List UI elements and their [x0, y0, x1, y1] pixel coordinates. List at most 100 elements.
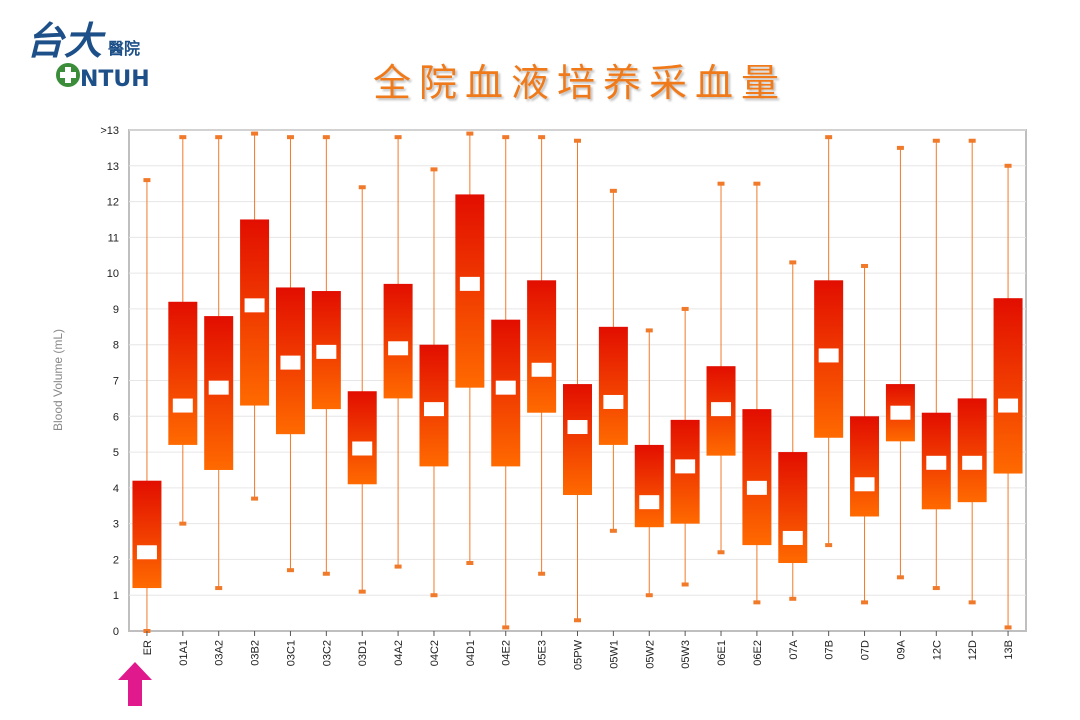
x-tick-label: 07D — [860, 640, 872, 660]
median-marker — [639, 495, 660, 510]
iqr-box — [455, 194, 485, 388]
iqr-box — [383, 283, 413, 399]
box-07b — [814, 135, 844, 548]
y-tick-label: 6 — [113, 411, 119, 423]
x-tick-label: 13B — [1003, 640, 1015, 660]
median-marker — [495, 380, 516, 395]
box-05w2 — [634, 328, 664, 598]
median-marker — [172, 398, 193, 413]
max-marker — [574, 138, 581, 143]
arrow-up-shape — [118, 662, 152, 706]
box-05e3 — [527, 135, 557, 576]
x-tick-label: 04C2 — [429, 640, 441, 666]
x-tick-label: 12C — [931, 640, 943, 660]
ntuh-logo-icon: 台大 醫院 NTUH — [26, 18, 150, 92]
x-tick-label: 05W3 — [680, 640, 692, 669]
box-03b2 — [240, 131, 270, 501]
median-marker — [423, 402, 444, 417]
box-01a1 — [168, 135, 198, 526]
max-marker — [645, 328, 653, 333]
min-marker — [358, 589, 366, 594]
iqr-box — [993, 298, 1023, 474]
y-tick-label: 9 — [113, 304, 119, 316]
logo-ntuh-text: NTUH — [80, 67, 150, 92]
min-marker — [645, 593, 653, 598]
min-marker — [215, 586, 223, 591]
max-marker — [825, 135, 833, 140]
median-marker — [926, 455, 947, 470]
box-04c2 — [419, 167, 449, 598]
iqr-box — [742, 409, 772, 546]
max-marker — [896, 145, 904, 150]
min-marker — [394, 564, 402, 569]
x-tick-label: 07B — [824, 640, 836, 660]
iqr-box — [850, 416, 880, 517]
x-tick-label: 04E2 — [501, 640, 513, 666]
box-12d — [957, 138, 987, 605]
min-marker — [538, 571, 546, 576]
min-marker — [286, 568, 294, 573]
logo-cjk-text: 台大 — [26, 18, 106, 63]
y-tick-label: 5 — [113, 447, 119, 459]
x-tick-label: 06E1 — [716, 640, 728, 666]
min-marker — [466, 561, 474, 566]
box-12c — [921, 138, 951, 591]
min-marker — [968, 600, 976, 605]
min-marker — [574, 618, 581, 623]
y-axis-label: Blood Volume (mL) — [51, 329, 65, 431]
iqr-box — [598, 326, 628, 445]
max-marker — [143, 178, 151, 183]
y-tick-label: 1 — [113, 590, 119, 602]
max-marker — [861, 263, 869, 268]
box-05w3 — [670, 306, 700, 587]
x-tick-label: 06E2 — [752, 640, 764, 666]
box-07d — [850, 263, 880, 605]
min-marker — [609, 528, 617, 533]
max-marker — [681, 306, 689, 311]
median-marker — [711, 402, 732, 417]
min-marker — [502, 625, 510, 630]
x-tick-label: 05E3 — [537, 640, 549, 666]
median-marker — [890, 405, 911, 420]
x-tick-label: 05W1 — [608, 640, 620, 669]
x-tick-label: 03A2 — [214, 640, 226, 666]
median-marker — [782, 530, 803, 545]
box-series — [132, 131, 1023, 633]
max-marker — [932, 138, 940, 143]
median-marker — [280, 355, 301, 370]
median-marker — [746, 480, 767, 495]
min-marker — [179, 521, 187, 526]
max-marker — [466, 131, 474, 136]
iqr-box — [168, 301, 198, 445]
box-07a — [778, 260, 808, 601]
min-marker — [896, 575, 904, 580]
min-marker — [681, 582, 689, 587]
y-tick-label: >13 — [100, 125, 119, 137]
max-marker — [215, 135, 223, 140]
x-tick-label: ER — [142, 640, 154, 655]
median-marker — [675, 459, 696, 474]
max-marker — [538, 135, 546, 140]
x-tick-label: 04D1 — [465, 640, 477, 666]
median-marker — [352, 441, 373, 456]
median-marker — [818, 348, 839, 363]
min-marker — [322, 571, 330, 576]
min-marker — [753, 600, 761, 605]
iqr-box — [240, 219, 270, 406]
x-tick-label: 05W2 — [644, 640, 656, 669]
y-tick-label: 13 — [107, 161, 119, 173]
min-marker — [932, 586, 940, 591]
x-tick-label: 09A — [895, 639, 907, 659]
box-05w1 — [598, 188, 628, 533]
x-tick-label: 03C2 — [321, 640, 333, 666]
min-marker — [1004, 625, 1012, 630]
box-03d1 — [347, 185, 377, 594]
y-tick-label: 8 — [113, 340, 119, 352]
box-04d1 — [455, 131, 485, 566]
y-tick-label: 11 — [108, 232, 119, 244]
max-marker — [286, 135, 294, 140]
max-marker — [717, 181, 725, 186]
y-tick-label: 3 — [113, 519, 119, 531]
box-04e2 — [491, 135, 521, 630]
box-03c1 — [275, 135, 305, 573]
